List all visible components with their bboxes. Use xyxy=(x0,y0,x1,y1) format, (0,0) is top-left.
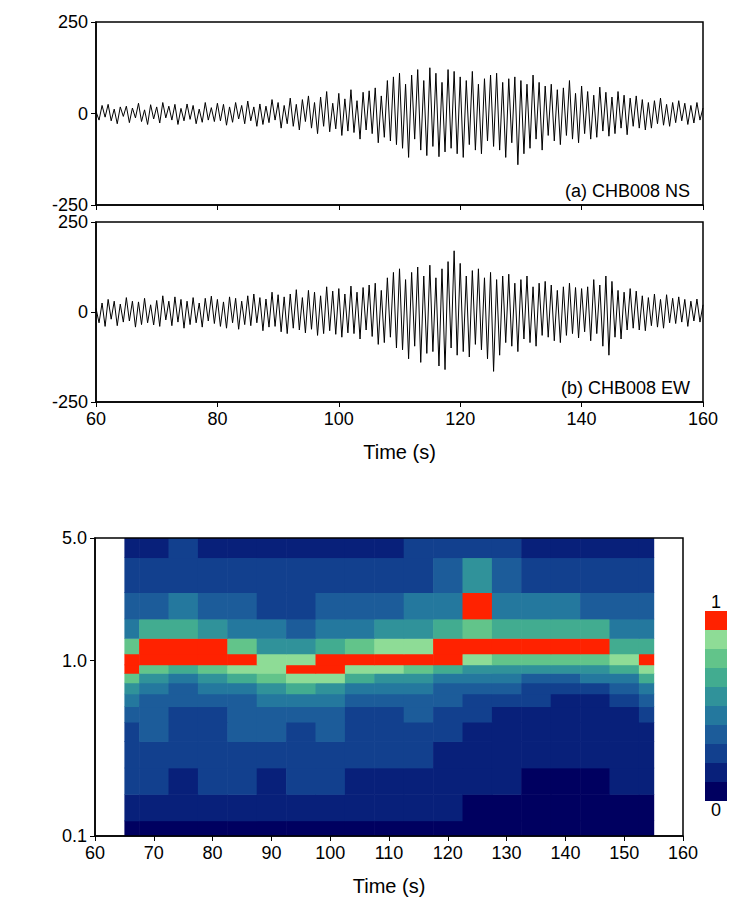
svg-text:0: 0 xyxy=(711,800,721,820)
svg-text:150: 150 xyxy=(609,843,639,863)
svg-text:100: 100 xyxy=(324,409,354,429)
svg-text:250: 250 xyxy=(58,12,88,32)
svg-text:0: 0 xyxy=(78,104,88,124)
svg-text:80: 80 xyxy=(207,409,227,429)
svg-text:110: 110 xyxy=(375,843,404,863)
svg-text:(a) CHB008 NS: (a) CHB008 NS xyxy=(565,181,690,201)
svg-text:120: 120 xyxy=(433,843,463,863)
svg-text:1.0: 1.0 xyxy=(62,651,87,671)
svg-text:60: 60 xyxy=(85,843,105,863)
svg-text:100: 100 xyxy=(315,843,345,863)
svg-text:Time (s): Time (s) xyxy=(363,441,436,463)
svg-text:(b) CHB008 EW: (b) CHB008 EW xyxy=(561,378,690,398)
svg-text:60: 60 xyxy=(86,409,106,429)
svg-text:5.0: 5.0 xyxy=(62,528,87,548)
svg-text:160: 160 xyxy=(668,843,698,863)
svg-text:1: 1 xyxy=(711,592,721,612)
svg-text:140: 140 xyxy=(567,409,597,429)
svg-text:70: 70 xyxy=(144,843,164,863)
svg-text:0.1: 0.1 xyxy=(62,826,87,846)
svg-text:Time (s): Time (s) xyxy=(353,875,426,897)
svg-text:80: 80 xyxy=(203,843,223,863)
svg-text:160: 160 xyxy=(688,409,718,429)
svg-text:250: 250 xyxy=(58,212,88,232)
svg-text:90: 90 xyxy=(261,843,281,863)
svg-text:130: 130 xyxy=(492,843,522,863)
svg-text:-250: -250 xyxy=(52,195,88,215)
svg-text:120: 120 xyxy=(445,409,475,429)
svg-text:0: 0 xyxy=(78,302,88,322)
svg-text:-250: -250 xyxy=(52,392,88,412)
svg-text:140: 140 xyxy=(550,843,580,863)
